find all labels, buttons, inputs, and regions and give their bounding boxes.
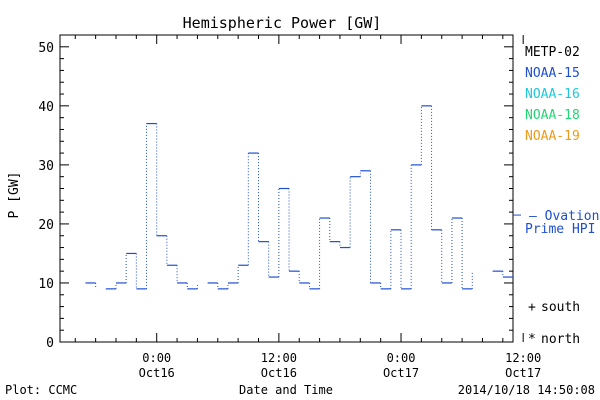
north-marker-label: north: [541, 332, 580, 347]
ovation-label: — Ovation: [529, 209, 599, 224]
legend-noaa-15: NOAA-15: [525, 66, 580, 81]
axis-ticks: 010203040500:00Oct1612:00Oct160:00Oct171…: [38, 34, 541, 380]
legend-metp-02: METP-02: [525, 45, 580, 60]
y-tick-label-40: 40: [38, 100, 54, 115]
legend-noaa-19: NOAA-19: [525, 129, 580, 144]
y-tick-label-30: 30: [38, 159, 54, 174]
footer-timestamp: 2014/10/18 14:50:08: [458, 383, 595, 397]
y-axis-label: P [GW]: [7, 172, 22, 219]
y-tick-label-10: 10: [38, 277, 54, 292]
footer-plot-source: Plot: CCMC: [5, 383, 77, 397]
y-tick-label-0: 0: [46, 336, 54, 351]
x-tick-time-label-2: 0:00: [387, 351, 416, 365]
x-tick-date-label-3: Oct17: [505, 366, 541, 380]
x-tick-date-label-1: Oct16: [261, 366, 297, 380]
x-tick-time-label-0: 0:00: [142, 351, 171, 365]
x-axis-label: Date and Time: [239, 383, 333, 397]
north-marker-symbol: *: [528, 332, 536, 347]
south-marker-label: south: [541, 300, 580, 315]
legend: METP-02 NOAA-15 NOAA-16 NOAA-18 NOAA-19 …: [513, 45, 599, 347]
y-tick-label-50: 50: [38, 41, 54, 56]
y-tick-label-20: 20: [38, 218, 54, 233]
south-marker-symbol: +: [528, 300, 536, 315]
chart-title: Hemispheric Power [GW]: [183, 14, 382, 32]
legend-noaa-18: NOAA-18: [525, 108, 580, 123]
ovation-label-2: Prime HPI: [525, 222, 595, 237]
series-layer: [85, 105, 513, 290]
x-tick-date-label-2: Oct17: [383, 366, 419, 380]
x-tick-time-label-1: 12:00: [261, 351, 297, 365]
legend-noaa-16: NOAA-16: [525, 87, 580, 102]
x-tick-date-label-0: Oct16: [139, 366, 175, 380]
x-tick-time-label-3: 12:00: [505, 351, 541, 365]
